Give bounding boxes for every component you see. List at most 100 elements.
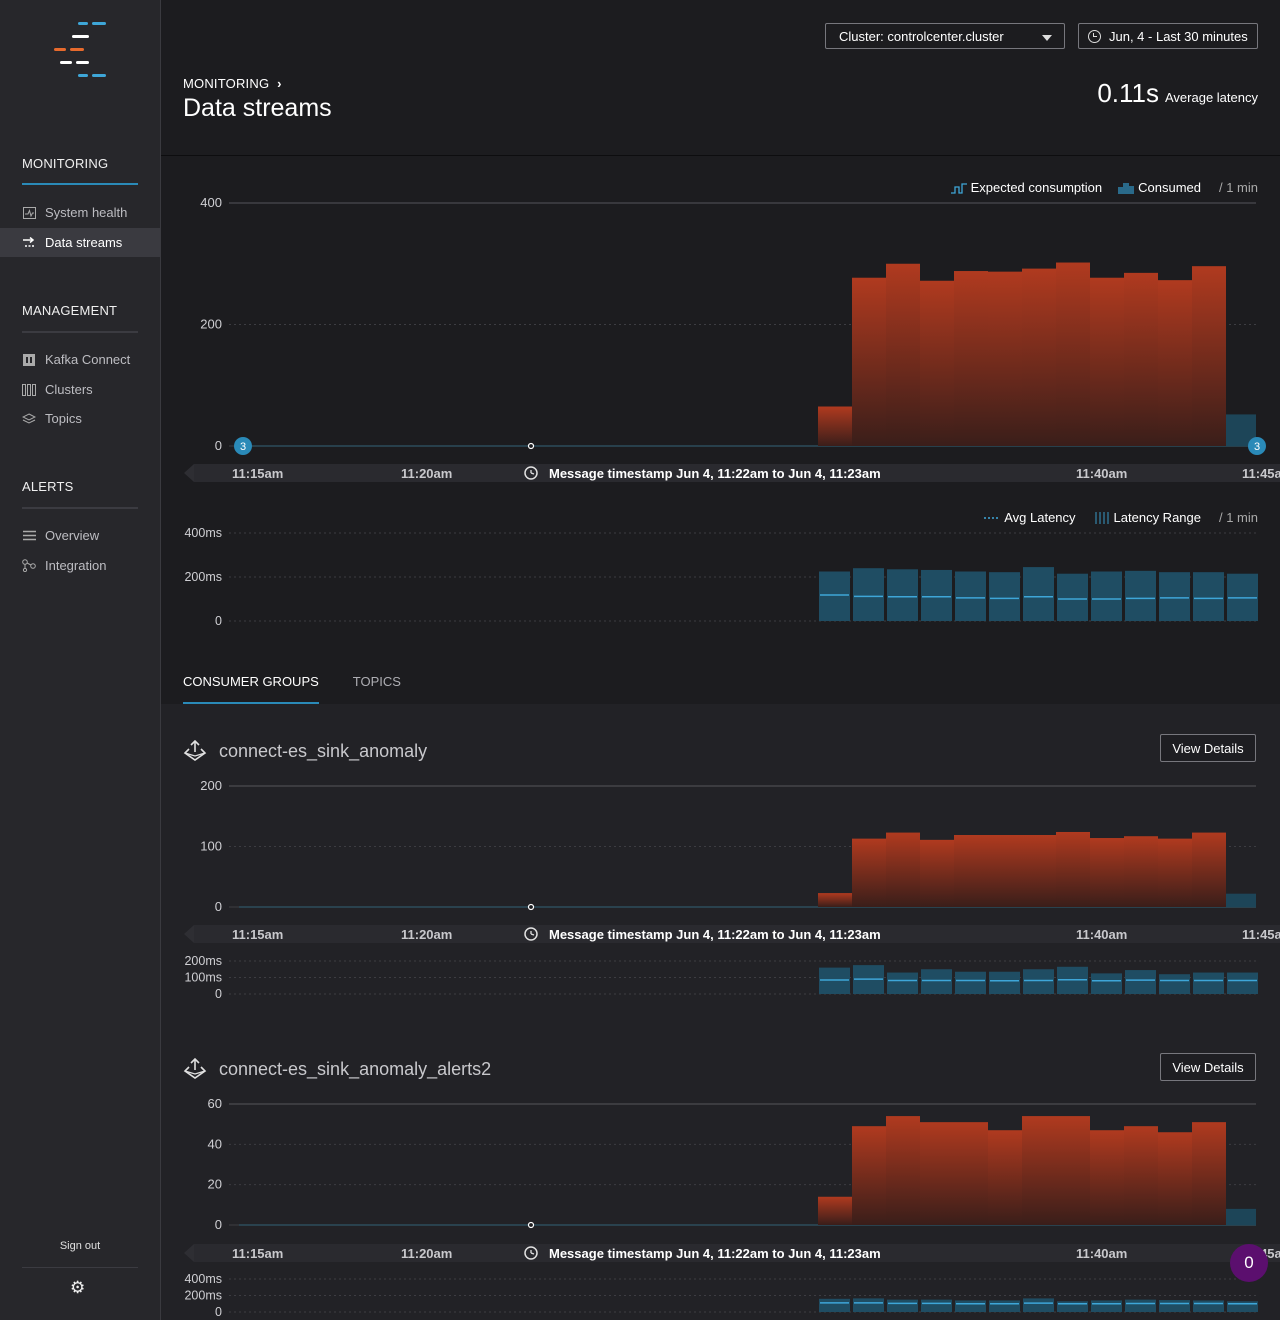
view-details-button[interactable]: View Details (1160, 1053, 1256, 1081)
sidebar-item-label: Data streams (45, 235, 123, 250)
x-tick-label: 11:40am (1076, 927, 1127, 942)
y-tick-label: 200 (200, 778, 222, 793)
sidebar-item-data-streams[interactable]: Data streams (0, 228, 160, 257)
y-tick-label: 400 (200, 195, 222, 210)
throughput-chart[interactable]: 0 200 400 11:15am 11:20am 11:40am 11:45am Messa… (161, 156, 1280, 656)
group-title[interactable]: connect-es_sink_anomaly_alerts2 (183, 1058, 491, 1080)
latency-range-bar (921, 1299, 952, 1312)
latency-range-bar (1023, 567, 1054, 621)
cluster-select[interactable]: Cluster: controlcenter.cluster (825, 23, 1065, 49)
view-details-button[interactable]: View Details (1160, 734, 1256, 762)
latency-range-bar (1125, 970, 1156, 994)
x-tick-label: 11:40am (1076, 1246, 1127, 1261)
latency-range-bar (1125, 1299, 1156, 1312)
group-name: connect-es_sink_anomaly (219, 740, 428, 761)
list-icon (22, 529, 36, 543)
tab-topics[interactable]: TOPICS (352, 674, 401, 689)
consumed-bar (852, 1126, 886, 1225)
clock-icon-hand (530, 1252, 535, 1255)
cluster-select-value: Cluster: controlcenter.cluster (839, 28, 1004, 44)
event-marker-right (1248, 437, 1266, 455)
latency-range-bar (853, 568, 884, 621)
latency-range-bar (989, 971, 1020, 994)
consumed-bar (1090, 838, 1124, 907)
y-tick-label: 400ms (184, 1272, 222, 1286)
timeline-selection-label: Message timestamp Jun 4, 11:22am to Jun … (549, 1246, 881, 1261)
sidebar-item-label: Clusters (45, 382, 93, 397)
consumed-bar (1124, 836, 1158, 907)
latency-range-bar (989, 1300, 1020, 1312)
x-tick-label: 11:15am (232, 466, 283, 481)
x-tick-label: 11:15am (232, 927, 283, 942)
consumed-bar (818, 406, 852, 446)
consumed-bar (988, 1130, 1022, 1225)
y-tick-label: 0 (215, 1217, 222, 1232)
consumed-bar (1090, 277, 1124, 446)
consumed-bar (920, 1122, 954, 1225)
consumer-groups-list: connect-es_sink_anomaly View Details con… (161, 704, 1280, 1320)
latency-range-bar (1227, 1301, 1258, 1312)
legend-avg-latency: Avg Latency (1004, 510, 1076, 525)
sidebar-item-label: Overview (45, 528, 100, 543)
latency-range-bar (1023, 969, 1054, 994)
sidebar-item-integration[interactable]: Integration (0, 551, 160, 580)
latency-range-bar (955, 971, 986, 994)
consumed-bar (852, 277, 886, 446)
chevron-right-icon: › (277, 76, 282, 91)
nav-section-alerts: ALERTS (22, 479, 74, 494)
latency-range-bar (1125, 570, 1156, 621)
breadcrumb[interactable]: MONITORING › (183, 76, 282, 91)
sidebar-item-system-health[interactable]: System health (0, 198, 160, 227)
sidebar-item-label: Topics (45, 411, 82, 426)
notification-count-badge[interactable]: 0 (1230, 1244, 1268, 1282)
latency-range-bar (1159, 1300, 1190, 1312)
legend-latency-range: Latency Range (1113, 510, 1201, 525)
consumed-bar (920, 839, 954, 907)
average-latency-label: Average latency (1165, 90, 1258, 105)
overview-charts-panel: Expected consumption Consumed / 1 min Av… (161, 156, 1280, 705)
event-marker-count: 3 (1254, 441, 1260, 453)
latency-range-bar (819, 571, 850, 621)
tab-consumer-groups[interactable]: CONSUMER GROUPS (183, 674, 319, 705)
x-tick-label: 11:20am (401, 466, 452, 481)
sidebar-item-overview[interactable]: Overview (0, 521, 160, 550)
consumed-bar (954, 1122, 988, 1225)
streams-icon (22, 236, 36, 250)
average-latency-value: 0.11s (1097, 78, 1159, 108)
selection-handle (527, 903, 535, 911)
latency-range-bar (853, 1298, 884, 1312)
consumed-bar (886, 263, 920, 446)
consumed-bar (886, 1116, 920, 1225)
page-header: Cluster: controlcenter.cluster Jun, 4 - … (161, 0, 1280, 156)
timeline-track (194, 1244, 1280, 1262)
sign-out-link[interactable]: Sign out (59, 1240, 101, 1252)
time-range-select[interactable]: Jun, 4 - Last 30 minutes (1078, 23, 1258, 49)
timeline-selection-label: Message timestamp Jun 4, 11:22am to Jun … (549, 466, 881, 481)
app-logo[interactable] (50, 18, 110, 82)
expected-consumption-bar (1226, 1208, 1256, 1225)
integration-icon (22, 559, 36, 573)
clock-icon (524, 927, 538, 941)
breadcrumb-monitoring[interactable]: MONITORING (183, 76, 270, 91)
consumed-bar (1158, 1132, 1192, 1225)
y-tick-label: 200ms (184, 954, 222, 968)
selection-handle (527, 1221, 535, 1229)
y-tick-label: 40 (208, 1136, 222, 1151)
gear-icon[interactable]: ⚙ (70, 1278, 86, 1297)
chevron-down-icon (1042, 35, 1052, 41)
latency-range-bar (819, 967, 850, 994)
latency-range-bar (921, 969, 952, 994)
sidebar-item-clusters[interactable]: Clusters (0, 375, 160, 404)
group-title[interactable]: connect-es_sink_anomaly (183, 740, 427, 762)
consumer-group-charts[interactable]: 010020011:15am11:20am11:40am11:45amMessa… (161, 704, 1280, 1320)
consumer-group-icon (183, 740, 207, 761)
nav-section-rule (22, 507, 138, 509)
latency-range-bar (989, 572, 1020, 621)
x-tick-label: 11:45am (1242, 466, 1280, 481)
sidebar-item-topics[interactable]: Topics (0, 404, 160, 433)
sidebar-item-kafka-connect[interactable]: Kafka Connect (0, 345, 160, 374)
latency-range-bar (887, 569, 918, 621)
consumed-bar (1158, 280, 1192, 446)
event-marker-left (234, 437, 252, 455)
consumed-bar (1192, 266, 1226, 446)
